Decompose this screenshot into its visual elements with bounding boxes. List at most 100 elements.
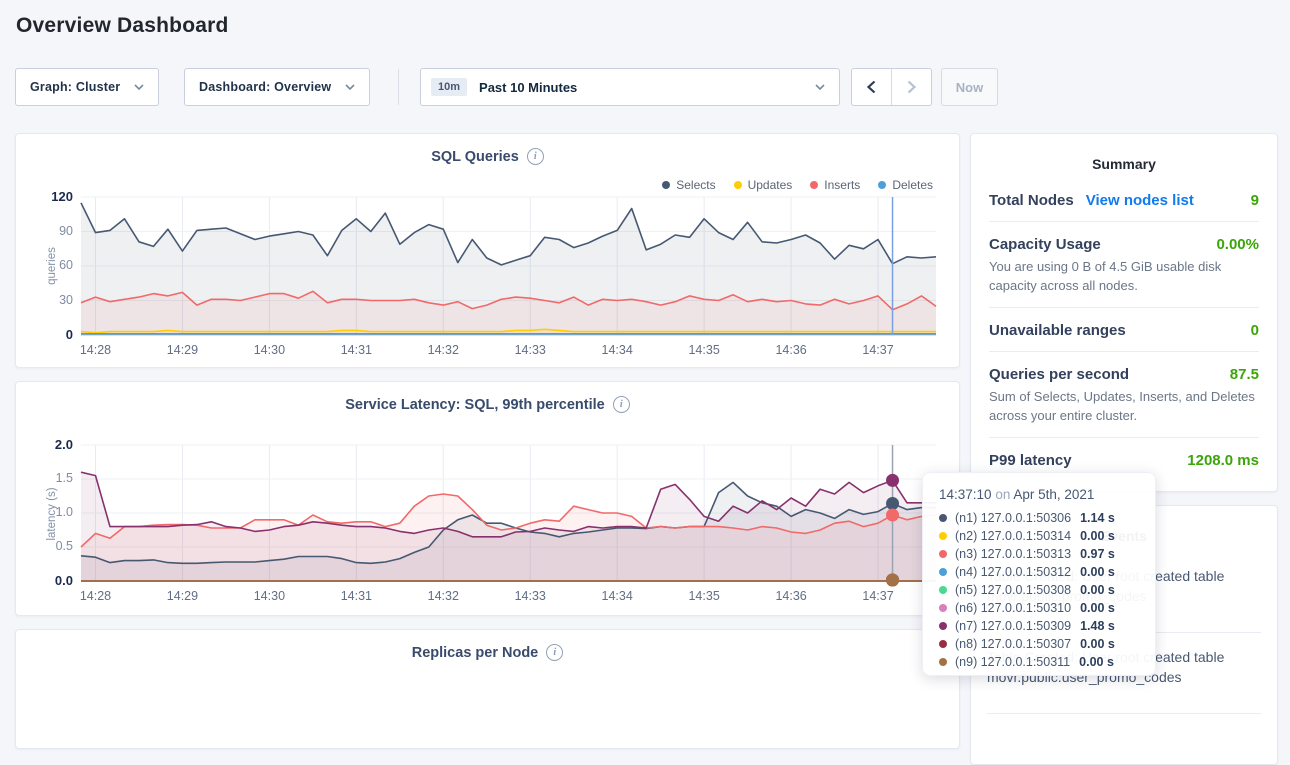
next-time-button[interactable] <box>892 69 931 105</box>
replicas-per-node-panel: Replicas per Node i <box>15 629 960 749</box>
chevron-down-icon <box>815 84 825 90</box>
info-icon[interactable]: i <box>546 644 564 661</box>
tooltip-node-value: 0.00 s <box>1080 601 1115 615</box>
series-color-dot <box>939 658 947 666</box>
summary-row-capacity: Capacity Usage 0.00% You are using 0 B o… <box>989 222 1259 308</box>
legend-item-deletes[interactable]: Deletes <box>878 178 933 192</box>
tooltip-row: (n2) 127.0.0.1:50314 0.00 s <box>939 527 1139 545</box>
y-axis-tick: 0.5 <box>55 539 73 553</box>
replicas-per-node-chart-title: Replicas per Node <box>411 644 539 661</box>
series-color-dot <box>939 514 947 522</box>
info-icon[interactable]: i <box>526 148 544 165</box>
tooltip-node-address: (n6) 127.0.0.1:50310 <box>955 601 1072 615</box>
latPanel-plot[interactable] <box>16 382 959 615</box>
summary-row-unavailable-ranges: Unavailable ranges 0 <box>989 308 1259 352</box>
now-button-label: Now <box>955 79 984 95</box>
capacity-usage-description: You are using 0 B of 4.5 GiB usable disk… <box>989 259 1222 293</box>
tooltip-time: 14:37:10 <box>939 487 992 502</box>
capacity-usage-value: 0.00% <box>1216 236 1259 253</box>
tooltip-row: (n7) 127.0.0.1:50309 1.48 s <box>939 617 1139 635</box>
series-line <box>80 493 937 548</box>
tooltip-node-value: 1.48 s <box>1080 619 1115 633</box>
previous-time-button[interactable] <box>852 69 892 105</box>
time-step-buttons <box>851 68 932 106</box>
graph-select-label: Graph: Cluster <box>30 80 121 94</box>
view-nodes-list-link[interactable]: View nodes list <box>1085 192 1194 209</box>
unavailable-ranges-label: Unavailable ranges <box>989 322 1126 339</box>
x-axis-tick: 14:37 <box>862 589 894 603</box>
tooltip-row: (n3) 127.0.0.1:50313 0.97 s <box>939 545 1139 563</box>
series-color-dot <box>939 604 947 612</box>
x-axis-tick: 14:34 <box>601 589 633 603</box>
tooltip-node-value: 1.14 s <box>1080 511 1115 525</box>
info-icon[interactable]: i <box>612 396 630 413</box>
page-title: Overview Dashboard <box>16 14 229 37</box>
tooltip-node-value: 0.00 s <box>1079 655 1114 669</box>
now-button[interactable]: Now <box>941 68 998 106</box>
total-nodes-label: Total Nodes <box>989 192 1074 209</box>
tooltip-rows: (n1) 127.0.0.1:50306 1.14 s (n2) 127.0.0.1… <box>939 509 1139 671</box>
tooltip-row: (n8) 127.0.0.1:50307 0.00 s <box>939 635 1139 653</box>
y-axis-tick: 2.0 <box>54 437 73 452</box>
x-axis-tick: 14:29 <box>166 343 199 357</box>
sqlPanel-plot[interactable] <box>16 134 959 367</box>
y-axis-tick: 1.5 <box>55 471 73 485</box>
legend-dot <box>733 181 742 189</box>
x-axis-tick: 14:37 <box>862 343 894 357</box>
legend-dot <box>878 181 887 189</box>
series-color-dot <box>939 640 947 648</box>
legend-label: Inserts <box>824 178 861 192</box>
series-color-dot <box>939 622 947 630</box>
x-axis-tick: 14:36 <box>775 343 807 357</box>
y-axis-tick: 0 <box>65 327 73 342</box>
sql-queries-chart-title: SQL Queries <box>431 148 519 165</box>
x-axis-tick: 14:33 <box>514 343 546 357</box>
legend-dot <box>810 181 819 189</box>
legend-item-inserts[interactable]: Inserts <box>810 178 860 192</box>
series-line <box>80 202 937 266</box>
series-color-dot <box>939 550 947 558</box>
x-axis-tick: 14:34 <box>601 343 633 357</box>
series-color-dot <box>939 586 947 594</box>
x-axis-tick: 14:32 <box>427 343 459 357</box>
time-range-dropdown[interactable]: 10m Past 10 Minutes <box>420 68 840 106</box>
total-nodes-value: 9 <box>1250 192 1259 209</box>
p99-latency-label: P99 latency <box>989 452 1072 469</box>
y-axis-tick: 120 <box>51 189 73 204</box>
tooltip-node-value: 0.00 s <box>1080 565 1115 579</box>
sql-queries-legend: Selects Updates Inserts Deletes <box>662 178 933 192</box>
tooltip-row: (n6) 127.0.0.1:50310 0.00 s <box>939 599 1139 617</box>
service-latency-chart-title: Service Latency: SQL, 99th percentile <box>345 396 605 413</box>
queries-per-second-label: Queries per second <box>989 366 1130 383</box>
legend-item-selects[interactable]: Selects <box>662 178 716 192</box>
tooltip-header: 14:37:10 on Apr 5th, 2021 <box>939 487 1139 502</box>
dashboard-select-dropdown[interactable]: Dashboard: Overview <box>184 68 370 106</box>
x-axis-tick: 14:31 <box>340 343 372 357</box>
summary-title: Summary <box>1092 156 1156 172</box>
series-line <box>80 471 936 538</box>
legend-label: Updates <box>747 178 793 192</box>
x-axis-tick: 14:30 <box>253 343 286 357</box>
y-axis-tick: 90 <box>59 223 73 238</box>
time-range-label: Past 10 Minutes <box>479 79 578 95</box>
x-axis-tick: 14:32 <box>427 589 459 603</box>
legend-label: Deletes <box>892 178 933 192</box>
x-axis-tick: 14:35 <box>688 589 720 603</box>
queries-per-second-value: 87.5 <box>1229 366 1259 383</box>
x-axis-tick: 14:35 <box>688 343 720 357</box>
series-color-dot <box>939 532 947 540</box>
summary-row-total-nodes: Total Nodes View nodes list 9 <box>989 178 1259 222</box>
y-axis-tick: 30 <box>59 292 73 307</box>
capacity-usage-label: Capacity Usage <box>989 236 1101 253</box>
chart-hover-tooltip: 14:37:10 on Apr 5th, 2021 (n1) 127.0.0.1… <box>922 472 1156 676</box>
tooltip-row: (n5) 127.0.0.1:50308 0.00 s <box>939 581 1139 599</box>
queries-per-second-description: Sum of Selects, Updates, Inserts, and De… <box>989 389 1255 423</box>
hover-point <box>886 496 900 510</box>
hover-point <box>886 508 900 522</box>
graph-select-dropdown[interactable]: Graph: Cluster <box>15 68 159 106</box>
tooltip-node-value: 0.97 s <box>1080 547 1115 561</box>
service-latency-panel: Service Latency: SQL, 99th percentile i … <box>15 381 960 616</box>
y-axis-tick: 0.0 <box>54 573 73 588</box>
legend-item-updates[interactable]: Updates <box>733 178 793 192</box>
dashboard-select-label: Dashboard: Overview <box>199 80 332 94</box>
